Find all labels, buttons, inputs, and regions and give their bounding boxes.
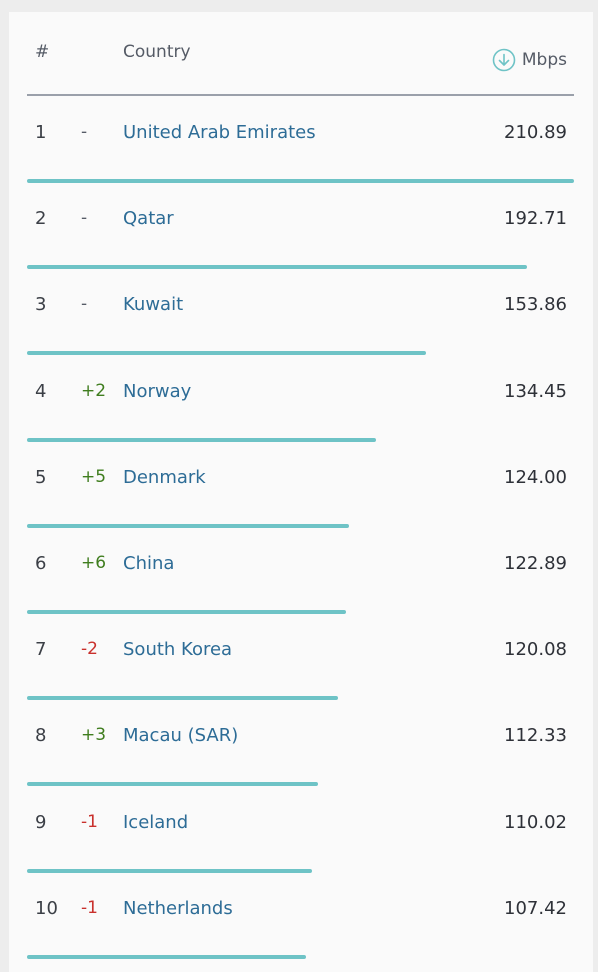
- rank-change: -1: [81, 811, 98, 832]
- country-link[interactable]: Denmark: [123, 466, 206, 488]
- country-link[interactable]: Netherlands: [123, 897, 233, 919]
- speed-value: 112.33: [504, 725, 567, 747]
- table-row[interactable]: 1 - United Arab Emirates 210.89: [9, 100, 593, 186]
- speed-bar: [27, 265, 527, 270]
- country-link[interactable]: United Arab Emirates: [123, 122, 316, 143]
- table-row[interactable]: 4 +2 Norway 134.45: [9, 359, 593, 445]
- table-row[interactable]: 7 -2 South Korea 120.08: [9, 617, 593, 703]
- country-link[interactable]: Macau (SAR): [123, 725, 239, 747]
- speed-bar: [27, 954, 306, 959]
- country-link[interactable]: Kuwait: [123, 294, 184, 316]
- speed-value: 122.89: [504, 553, 567, 574]
- table-row[interactable]: 8 +3 Macau (SAR) 112.33: [9, 703, 593, 789]
- speed-bar: [27, 437, 376, 442]
- country-link[interactable]: China: [123, 553, 175, 574]
- country-link[interactable]: South Korea: [123, 639, 233, 661]
- download-arrow-icon: [492, 48, 516, 72]
- speed-column-header[interactable]: Mbps: [492, 48, 567, 72]
- speed-bar: [27, 782, 319, 787]
- speed-value: 153.86: [504, 294, 567, 316]
- table-header: # Country Mbps: [9, 12, 593, 96]
- rank-change: -1: [81, 897, 98, 918]
- table-row[interactable]: 2 - Qatar 192.71: [9, 186, 593, 272]
- speed-value: 134.45: [504, 380, 567, 402]
- rank-column-header: #: [35, 42, 50, 62]
- table-row[interactable]: 6 +6 China 122.89: [9, 531, 593, 617]
- speed-value: 120.08: [504, 639, 567, 661]
- country-column-header[interactable]: Country: [123, 42, 191, 62]
- speed-bar: [27, 351, 427, 356]
- rank-number: 4: [35, 380, 47, 402]
- country-link[interactable]: Qatar: [123, 208, 174, 230]
- rank-change: +2: [81, 380, 107, 401]
- rank-change: -: [81, 294, 88, 315]
- rank-number: 9: [35, 811, 47, 833]
- rank-number: 6: [35, 553, 47, 574]
- rank-number: 10: [35, 897, 58, 919]
- rank-number: 7: [35, 639, 47, 661]
- rank-change: -: [81, 122, 88, 142]
- speed-bar: [27, 179, 574, 183]
- rank-number: 2: [35, 208, 47, 230]
- rank-change: +6: [81, 553, 107, 573]
- rank-number: 5: [35, 466, 47, 488]
- table-row[interactable]: 9 -1 Iceland 110.02: [9, 790, 593, 876]
- speed-value: 192.71: [504, 208, 567, 230]
- ranking-table: # Country Mbps 1- United Arab Emirates 210…: [9, 12, 593, 972]
- rank-change: -2: [81, 639, 98, 660]
- table-row[interactable]: 10 -1 Netherlands 107.42: [9, 876, 593, 962]
- rank-number: 8: [35, 725, 47, 747]
- rank-change: -: [81, 208, 88, 229]
- country-link[interactable]: Iceland: [123, 811, 189, 833]
- speed-value: 107.42: [504, 897, 567, 919]
- speed-bar: [27, 610, 346, 614]
- speed-bar: [27, 523, 349, 528]
- speed-bar: [27, 868, 313, 873]
- table-row[interactable]: 3 - Kuwait 153.86: [9, 272, 593, 358]
- rank-number: 1: [35, 122, 47, 143]
- speed-bar: [27, 696, 339, 701]
- table-row[interactable]: 5 +5 Denmark 124.00: [9, 445, 593, 531]
- rank-number: 3: [35, 294, 47, 316]
- country-link[interactable]: Norway: [123, 380, 192, 402]
- speed-value: 210.89: [504, 122, 567, 143]
- rank-change: +3: [81, 725, 107, 746]
- speed-value: 110.02: [504, 811, 567, 833]
- speed-unit-label: Mbps: [521, 50, 567, 70]
- rank-change: +5: [81, 466, 107, 487]
- header-divider: [27, 94, 574, 96]
- speed-value: 124.00: [504, 466, 567, 488]
